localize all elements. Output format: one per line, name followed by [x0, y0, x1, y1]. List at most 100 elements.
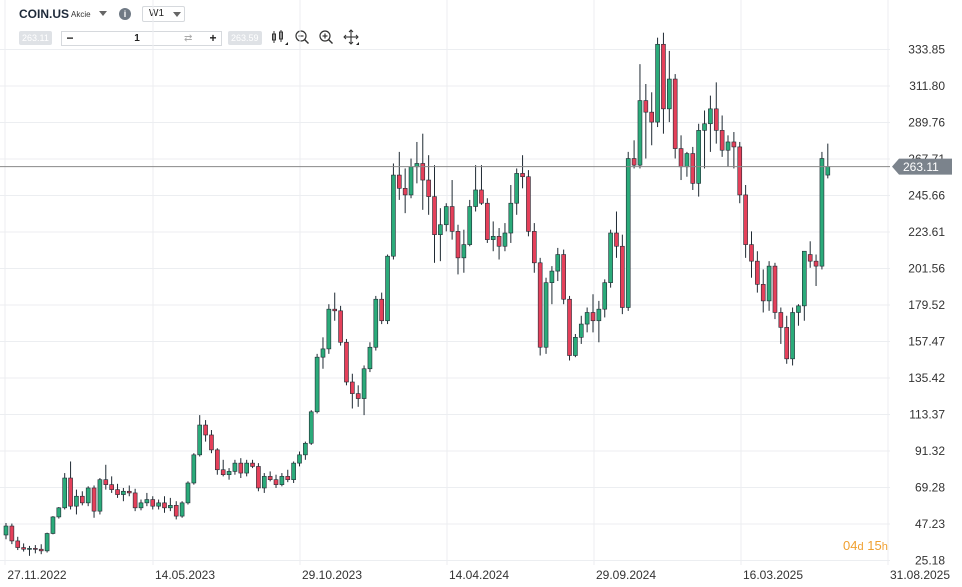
candle-body — [385, 255, 390, 322]
chart-toolbar: COIN.US Akcie i W1 263.11 − 1 ⇄ + 263.59 — [0, 0, 962, 54]
candle-body — [778, 312, 784, 328]
candle-body — [760, 284, 766, 302]
buy-price-chip[interactable]: 263.59 — [228, 31, 262, 45]
candle-body — [602, 282, 608, 310]
candle — [27, 545, 32, 556]
decrease-quantity-button[interactable]: − — [66, 31, 74, 45]
candle-body — [273, 479, 279, 485]
sell-price-chip[interactable]: 263.11 — [19, 31, 52, 45]
candle — [760, 269, 766, 313]
candle — [261, 473, 267, 493]
y-axis: 333.85311.80289.76267.71245.66223.61201.… — [908, 43, 945, 568]
y-tick-label: 223.61 — [908, 225, 945, 239]
candle-body — [443, 206, 449, 226]
x-tick-label: 14.04.2024 — [449, 568, 509, 582]
candle-body — [209, 434, 214, 451]
candle — [426, 155, 431, 215]
candle — [455, 224, 461, 275]
candle — [303, 441, 308, 460]
candle-body — [755, 260, 760, 285]
candle — [62, 473, 68, 510]
crosshair-icon[interactable] — [343, 29, 359, 45]
y-tick-label: 311.80 — [909, 79, 945, 93]
info-icon[interactable]: i — [119, 8, 131, 20]
candle-body — [91, 487, 97, 512]
y-tick-label: 179.52 — [908, 298, 945, 312]
timeframe-select[interactable]: W1 — [142, 6, 185, 22]
candle-body — [573, 337, 578, 356]
candle-body — [232, 462, 238, 472]
quantity-stepper[interactable]: − 1 ⇄ + — [61, 31, 222, 46]
candle — [708, 95, 713, 152]
candle — [737, 141, 743, 204]
candle-body — [502, 232, 508, 247]
candle-body — [766, 265, 772, 302]
candle-body — [555, 254, 561, 272]
symbol-dropdown-icon[interactable] — [99, 11, 107, 16]
candle-body — [825, 166, 831, 176]
candle-body — [620, 245, 625, 308]
candle — [420, 133, 426, 210]
symbol-name[interactable]: COIN.US — [19, 7, 70, 21]
quantity-input[interactable]: 1 — [134, 33, 140, 44]
candle — [625, 151, 631, 311]
candle — [778, 307, 784, 344]
y-tick-label: 135.42 — [908, 371, 945, 385]
candle — [350, 373, 355, 409]
zoom-in-icon[interactable] — [318, 29, 334, 45]
candle — [438, 208, 443, 262]
candle-body — [326, 308, 332, 350]
countdown-hours-unit: h — [881, 541, 888, 553]
candle — [326, 304, 332, 354]
candle-body — [455, 231, 461, 259]
candle-body — [473, 189, 478, 207]
x-axis: 27.11.2022 14.05.2023 29.10.2023 14.04.2024… — [7, 568, 950, 582]
candle — [21, 543, 26, 552]
candle — [273, 474, 279, 488]
candle-body — [719, 130, 725, 151]
candle-body — [126, 490, 132, 494]
candle — [179, 501, 185, 518]
candle — [784, 315, 790, 364]
swap-icon[interactable]: ⇄ — [184, 33, 193, 44]
increase-quantity-button[interactable]: + — [209, 31, 217, 45]
candle-body — [303, 442, 308, 456]
candle — [173, 501, 179, 520]
candle-body — [485, 202, 490, 240]
candle-body — [790, 312, 795, 360]
candle-body — [490, 236, 496, 240]
candle — [584, 307, 590, 333]
candle-body — [50, 516, 56, 534]
candle — [168, 497, 173, 512]
candle — [355, 385, 361, 407]
candle-body — [567, 298, 572, 356]
candlestick-type-icon[interactable] — [270, 29, 286, 45]
candle-body — [614, 232, 619, 247]
candle-body — [185, 482, 191, 504]
candle-body — [702, 123, 707, 131]
y-tick-label: 25.18 — [915, 554, 945, 568]
candle-body — [115, 489, 120, 495]
candle-body — [256, 466, 261, 489]
candle — [185, 481, 191, 505]
candle-body — [708, 108, 713, 125]
x-tick-label: 31.08.2025 — [890, 568, 950, 582]
candle — [661, 32, 666, 134]
candle — [308, 410, 314, 445]
candle — [279, 473, 285, 487]
symbol-type-label: Akcie — [71, 10, 91, 19]
candle — [520, 155, 525, 189]
candle — [479, 165, 484, 205]
zoom-out-icon[interactable] — [294, 29, 310, 45]
candle — [813, 254, 819, 286]
candle-body — [643, 100, 649, 113]
candle-body — [314, 356, 320, 413]
candle-body — [332, 308, 338, 312]
candle-body — [684, 153, 690, 168]
candle-body — [784, 327, 790, 360]
candle-body — [655, 43, 660, 123]
candle-body — [631, 158, 637, 166]
candle-body — [514, 173, 519, 204]
candle — [38, 544, 44, 555]
